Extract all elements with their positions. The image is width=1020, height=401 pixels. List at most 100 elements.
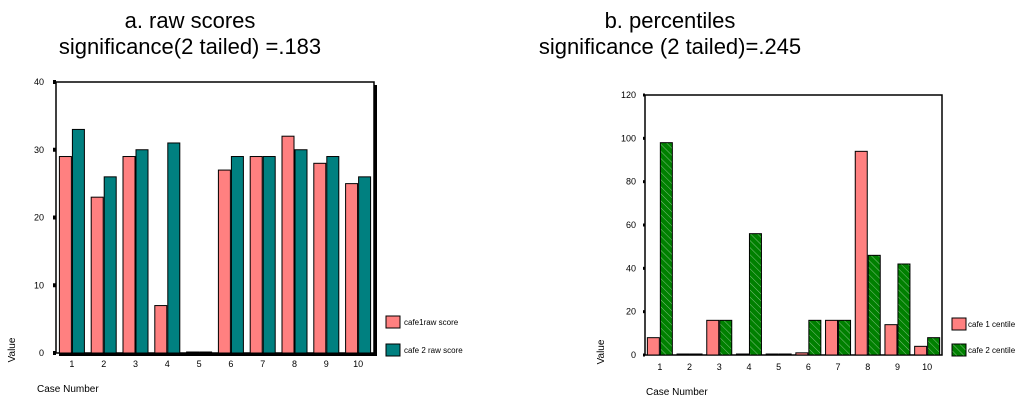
- chart-b-xtick-label: 9: [895, 362, 900, 372]
- chart-a-bar-series2: [103, 176, 117, 354]
- chart-a-ytick-label: 0: [39, 348, 44, 358]
- chart-b-ytick-label: 20: [626, 307, 636, 317]
- chart-b-bar-series2: [838, 319, 852, 356]
- chart-b-ytick-label: 60: [626, 220, 636, 230]
- chart-b-xtick-label: 6: [806, 362, 811, 372]
- chart-b-bar-series1: [854, 150, 868, 356]
- chart-a-bar-series1: [186, 351, 200, 354]
- chart-a-bar-series1: [154, 305, 168, 354]
- chart-a-legend-swatch-1: [385, 315, 401, 329]
- chart-b-bar-series1: [825, 319, 839, 356]
- chart-a-bar-series2: [230, 156, 244, 354]
- chart-b-ytick-mark: [643, 136, 645, 140]
- chart-a-xtick-label: 2: [101, 359, 106, 369]
- chart-b-ytick-label: 120: [621, 90, 636, 100]
- chart-a-bar-series1: [58, 156, 72, 354]
- chart-a-legend-label-2: cafe 2 raw score: [404, 346, 463, 355]
- chart-b-bar-series1: [914, 345, 928, 356]
- chart-a-ytick-label: 30: [34, 145, 44, 155]
- chart-b-ytick-mark: [643, 180, 645, 184]
- chart-a-title-line2: significance(2 tailed) =.183: [58, 34, 322, 59]
- chart-b-xtick-label: 2: [687, 362, 692, 372]
- chart-a-bar-series2: [326, 156, 340, 354]
- chart-a-xtick-label: 4: [165, 359, 170, 369]
- chart-b-bar-series1: [735, 353, 749, 356]
- chart-a-bar-series2: [135, 149, 149, 354]
- chart-b-ytick-label: 80: [626, 177, 636, 187]
- chart-a-bar-series1: [90, 196, 104, 354]
- chart-b-legend-label-1: cafe 1 centile: [968, 320, 1016, 329]
- chart-a-bar-series2: [199, 351, 213, 354]
- chart-b-bar-series1: [646, 337, 660, 356]
- chart-b-xtick-label: 5: [776, 362, 781, 372]
- chart-a-bar-series1: [313, 162, 327, 354]
- chart-b-bar-series2: [719, 319, 733, 356]
- chart-a-ytick-mark: [53, 147, 56, 152]
- chart-a-ytick-label: 20: [34, 213, 44, 223]
- chart-a-bar-series2: [294, 149, 308, 354]
- chart-b-ytick-mark: [643, 93, 645, 97]
- chart-b-title-line1: b. percentiles: [604, 8, 736, 33]
- chart-a-bar-series2: [262, 156, 276, 354]
- chart-b-legend-swatch-2: [951, 343, 967, 357]
- chart-a-ytick-mark: [53, 80, 56, 84]
- chart-b-bar-series2: [659, 142, 673, 356]
- chart-b-bar-series1: [676, 353, 690, 356]
- chart-a-bar-series1: [281, 135, 295, 354]
- chart-a-ytick-label: 40: [34, 77, 44, 87]
- chart-b-bar-series2: [778, 353, 792, 356]
- chart-a-xtick-label: 3: [133, 359, 138, 369]
- chart-a-ytick-label: 10: [34, 280, 44, 290]
- chart-a-xtick-label: 6: [228, 359, 233, 369]
- chart-b-bar-series2: [867, 254, 881, 356]
- chart-a-bar-series1: [217, 169, 231, 354]
- chart-b-xtick-label: 8: [865, 362, 870, 372]
- chart-b-bar-series1: [765, 353, 779, 356]
- chart-b-x-axis-label: Case Number: [646, 387, 708, 398]
- chart-a-title: a. raw scores significance(2 tailed) =.1…: [20, 8, 360, 60]
- chart-b-xtick-label: 10: [922, 362, 932, 372]
- chart-b-ytick-label: 0: [631, 350, 636, 360]
- chart-b-ytick-mark: [643, 223, 645, 227]
- chart-b-y-axis-label: Value: [596, 339, 607, 364]
- chart-b-xtick-label: 4: [746, 362, 751, 372]
- chart-b-bar-series2: [897, 263, 911, 356]
- chart-a-bar-series2: [71, 128, 85, 354]
- chart-b-ytick-mark: [643, 266, 645, 270]
- chart-b-xtick-label: 1: [657, 362, 662, 372]
- chart-b-plot-frame: [644, 94, 943, 356]
- chart-b-ytick-label: 40: [626, 263, 636, 273]
- chart-a-ytick-mark: [53, 283, 56, 288]
- chart-b-ytick-mark: [643, 353, 645, 357]
- chart-b-title-line2: significance (2 tailed)=.245: [538, 34, 802, 59]
- chart-b-title: b. percentiles significance (2 tailed)=.…: [470, 8, 870, 60]
- chart-a-xtick-label: 8: [292, 359, 297, 369]
- chart-b-bar-series1: [884, 324, 898, 356]
- chart-a-bar-series2: [167, 142, 181, 354]
- chart-a-xtick-label: 5: [197, 359, 202, 369]
- chart-a-ytick-mark: [53, 351, 56, 355]
- chart-a-title-line1: a. raw scores: [124, 8, 256, 33]
- chart-b-ytick-mark: [643, 310, 645, 314]
- chart-a-xtick-label: 10: [353, 359, 363, 369]
- chart-a-bar-series1: [345, 183, 359, 354]
- chart-b-bar-series1: [795, 352, 809, 356]
- chart-b-bar-series2: [689, 353, 703, 356]
- chart-a-bar-series2: [358, 176, 372, 354]
- chart-a-x-axis-label: Case Number: [37, 384, 99, 395]
- chart-b-legend-swatch-1: [951, 317, 967, 331]
- chart-b-bar-series2: [748, 233, 762, 356]
- chart-a-ytick-mark: [53, 215, 56, 220]
- chart-a-xtick-label: 7: [260, 359, 265, 369]
- chart-a-xtick-label: 1: [69, 359, 74, 369]
- chart-a-bar-series1: [122, 156, 136, 354]
- chart-a-xtick-label: 9: [324, 359, 329, 369]
- chart-b-xtick-label: 3: [717, 362, 722, 372]
- chart-a-bar-series1: [249, 156, 263, 354]
- chart-b-bar-series2: [808, 319, 822, 356]
- chart-b-legend-label-2: cafe 2 centile: [968, 346, 1016, 355]
- chart-b-ytick-label: 100: [621, 133, 636, 143]
- chart-b-bar-series1: [706, 319, 720, 356]
- chart-b-bar-series2: [927, 337, 941, 356]
